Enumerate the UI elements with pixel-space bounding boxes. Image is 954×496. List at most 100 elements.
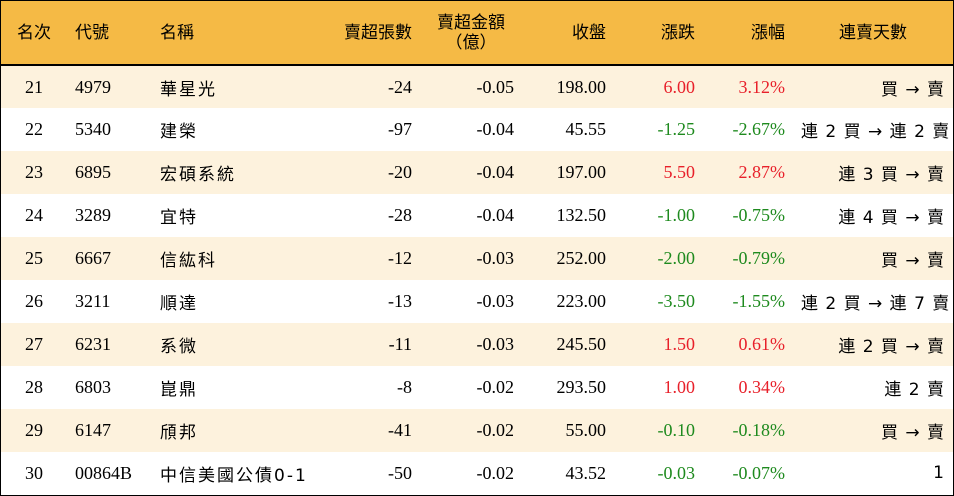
cell-change: 6.00 [663, 76, 696, 97]
cell-close: 55.00 [565, 420, 607, 440]
cell-close: 223.00 [556, 291, 607, 311]
cell-change-pct: -2.67% [732, 119, 786, 139]
cell-change-pct: 0.34% [738, 377, 786, 397]
cell-change: -0.10 [657, 420, 696, 440]
table-row[interactable]: 22 5340 建榮 -97 -0.04 45.55 -1.25 -2.67% 連 2 買 → … [1, 108, 953, 151]
cell-rank: 30 [25, 462, 43, 483]
cell-change-pct: -0.75% [732, 205, 786, 225]
table-row[interactable]: 28 6803 崑鼎 -8 -0.02 293.50 1.00 0.34% 連 2 賣 [1, 366, 953, 409]
cell-code: 4979 [75, 76, 111, 97]
table-row[interactable]: 27 6231 系微 -11 -0.03 245.50 1.50 0.61% 連 2 買 → 賣 [1, 323, 953, 366]
cell-rank: 22 [25, 119, 43, 139]
cell-net-sell-amount: -0.03 [476, 291, 515, 311]
cell-code: 6147 [75, 420, 111, 440]
header-code: 代號 [67, 1, 152, 66]
table-row[interactable]: 21 4979 華星光 -24 -0.05 198.00 6.00 3.12% 買 → 賣 [1, 65, 953, 108]
header-streak: 連賣天數 [793, 1, 953, 66]
cell-net-sell-lots: -41 [388, 420, 412, 440]
table-row[interactable]: 29 6147 頎邦 -41 -0.02 55.00 -0.10 -0.18% 買 → 賣 [1, 409, 953, 452]
cell-rank: 25 [25, 248, 43, 268]
cell-name: 順達 [160, 294, 198, 314]
cell-change: -3.50 [657, 291, 696, 311]
header-net-sell-amount: 賣超金額 （億） [420, 1, 522, 66]
cell-streak: 買 → 賣 [880, 423, 945, 443]
table-row[interactable]: 30 00864B 中信美國公債0-1 -50 -0.02 43.52 -0.03 -0.07… [1, 452, 953, 494]
cell-code: 6895 [75, 162, 111, 182]
cell-code: 3289 [75, 205, 111, 225]
cell-code: 5340 [75, 119, 111, 139]
cell-name: 建榮 [160, 122, 198, 142]
cell-net-sell-amount: -0.02 [476, 377, 515, 397]
cell-code: 6667 [75, 248, 111, 268]
table-header: 名次 代號 名稱 賣超張數 賣超金額 （億） 收盤 漲跌 漲幅 連賣天數 [1, 1, 953, 66]
cell-change-pct: -1.55% [732, 291, 786, 311]
cell-net-sell-lots: -24 [388, 76, 412, 97]
cell-streak: 買 → 賣 [880, 79, 945, 100]
cell-change-pct: -0.79% [732, 248, 786, 268]
cell-rank: 27 [25, 334, 43, 354]
cell-streak: 連 3 買 → 賣 [838, 165, 945, 185]
cell-net-sell-amount: -0.02 [476, 420, 515, 440]
cell-change: -1.00 [657, 205, 696, 225]
cell-net-sell-lots: -97 [388, 119, 412, 139]
header-row: 名次 代號 名稱 賣超張數 賣超金額 （億） 收盤 漲跌 漲幅 連賣天數 [1, 1, 953, 66]
cell-close: 198.00 [556, 76, 607, 97]
cell-net-sell-lots: -12 [388, 248, 412, 268]
cell-code: 00864B [75, 462, 133, 483]
cell-name: 信紘科 [160, 251, 217, 271]
header-net-sell-amount-line1: 賣超金額 [437, 12, 505, 33]
cell-net-sell-amount: -0.02 [476, 462, 515, 483]
cell-net-sell-amount: -0.03 [476, 334, 515, 354]
cell-close: 43.52 [565, 462, 607, 483]
cell-net-sell-lots: -28 [388, 205, 412, 225]
table-row[interactable]: 25 6667 信紘科 -12 -0.03 252.00 -2.00 -0.79% 買 → 賣 [1, 237, 953, 280]
table-row[interactable]: 26 3211 順達 -13 -0.03 223.00 -3.50 -1.55% 連 2 買 →… [1, 280, 953, 323]
cell-change-pct: 2.87% [738, 162, 786, 182]
cell-close: 252.00 [556, 248, 607, 268]
cell-code: 6803 [75, 377, 111, 397]
cell-close: 45.55 [565, 119, 607, 139]
cell-name: 系微 [160, 337, 198, 357]
cell-rank: 29 [25, 420, 43, 440]
cell-net-sell-amount: -0.03 [476, 248, 515, 268]
header-rank: 名次 [1, 1, 67, 66]
cell-net-sell-lots: -13 [388, 291, 412, 311]
cell-name: 中信美國公債0-1 [160, 465, 308, 486]
cell-change: -1.25 [657, 119, 696, 139]
cell-net-sell-lots: -8 [397, 377, 412, 397]
cell-net-sell-lots: -50 [388, 462, 412, 483]
table-row[interactable]: 23 6895 宏碩系統 -20 -0.04 197.00 5.50 2.87% 連 3 買 →… [1, 151, 953, 194]
cell-streak: 買 → 賣 [880, 251, 945, 271]
cell-change: 1.50 [663, 334, 696, 354]
table-row[interactable]: 24 3289 宜特 -28 -0.04 132.50 -1.00 -0.75% 連 4 買 →… [1, 194, 953, 237]
cell-close: 132.50 [556, 205, 607, 225]
cell-code: 6231 [75, 334, 111, 354]
cell-close: 293.50 [556, 377, 607, 397]
cell-streak: 1 [933, 463, 945, 483]
cell-net-sell-amount: -0.04 [476, 119, 515, 139]
cell-change: -0.03 [657, 462, 696, 483]
cell-streak: 連 2 買 → 連 7 賣 [801, 294, 951, 314]
cell-rank: 21 [25, 76, 43, 97]
cell-streak: 連 2 賣 [884, 380, 945, 400]
cell-rank: 28 [25, 377, 43, 397]
header-change: 漲跌 [614, 1, 703, 66]
cell-name: 宜特 [160, 208, 198, 228]
cell-change-pct: -0.18% [732, 420, 786, 440]
cell-streak: 連 2 買 → 連 2 賣 [801, 122, 951, 142]
cell-close: 197.00 [556, 162, 607, 182]
cell-net-sell-lots: -20 [388, 162, 412, 182]
header-change-pct: 漲幅 [703, 1, 793, 66]
cell-net-sell-amount: -0.04 [476, 162, 515, 182]
header-close: 收盤 [522, 1, 614, 66]
table-body: 21 4979 華星光 -24 -0.05 198.00 6.00 3.12% 買 → 賣 22 5… [1, 65, 953, 494]
cell-rank: 24 [25, 205, 43, 225]
cell-net-sell-amount: -0.04 [476, 205, 515, 225]
cell-name: 華星光 [160, 79, 217, 100]
cell-change-pct: 3.12% [738, 76, 786, 97]
cell-streak: 連 2 買 → 賣 [838, 337, 945, 357]
cell-change: -2.00 [657, 248, 696, 268]
header-net-sell-lots: 賣超張數 [323, 1, 420, 66]
